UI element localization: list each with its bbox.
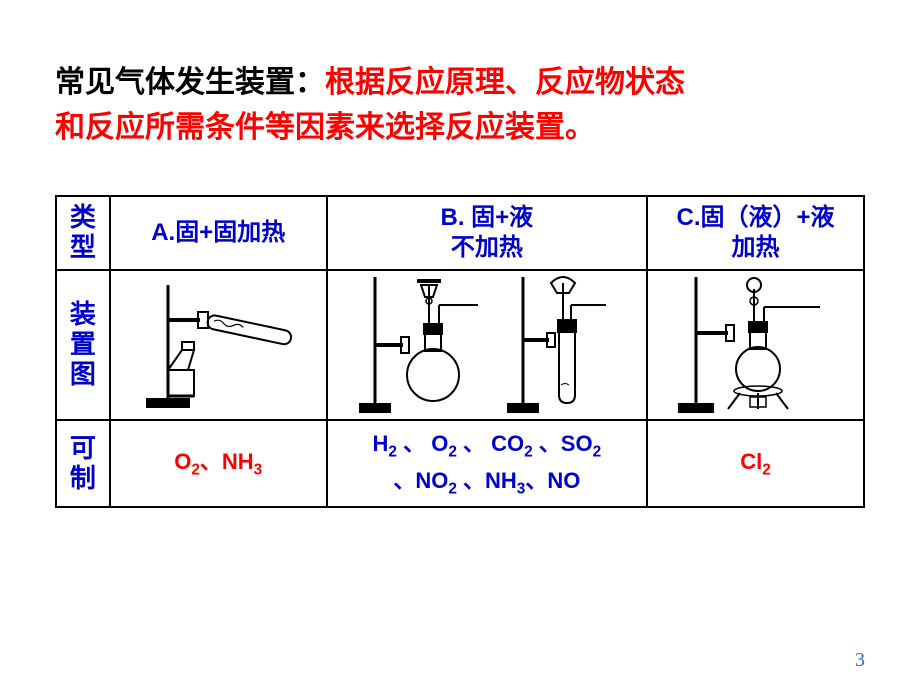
header-b-line1: B. 固+液 (440, 204, 533, 231)
diagram-cell-c (647, 270, 864, 420)
header-a: A.固+固加热 (110, 196, 327, 270)
header-b: B. 固+液 不加热 (327, 196, 647, 270)
header-c-line1: C.固（液）+液 (676, 204, 834, 231)
gases-b: H2 、 O2 、 CO2 、SO2、NO2 、NH3、NO (327, 420, 647, 507)
diagram-row: 装置图 (56, 270, 864, 420)
apparatus-flask-funnel-icon (353, 275, 493, 415)
title-red-1: 根据反应原理、反应物状态 (325, 66, 685, 99)
apparatus-table: 类型 A.固+固加热 B. 固+液 不加热 C.固（液）+液 加热 装置图 (55, 195, 865, 508)
page-number: 3 (855, 649, 865, 672)
gases-c: Cl2 (647, 420, 864, 507)
slide-title: 常见气体发生装置：根据反应原理、反应物状态 和反应所需条件等因素来选择反应装置。 (55, 60, 865, 150)
gases-row: 可制 O2、NH3 H2 、 O2 、 CO2 、SO2、NO2 、NH3、NO… (56, 420, 864, 507)
apparatus-solid-solid-heat-icon (128, 280, 308, 410)
title-red-2: 和反应所需条件等因素来选择反应装置。 (55, 111, 595, 144)
header-c-line2: 加热 (731, 234, 779, 261)
header-b-line2: 不加热 (451, 234, 523, 261)
row-label-produce: 可制 (56, 420, 110, 507)
gases-a: O2、NH3 (110, 420, 327, 507)
diagram-cell-a (110, 270, 327, 420)
title-prefix: 常见气体发生装置： (55, 66, 325, 99)
header-row: 类型 A.固+固加热 B. 固+液 不加热 C.固（液）+液 加热 (56, 196, 864, 270)
row-label-type: 类型 (56, 196, 110, 270)
apparatus-flask-heat-icon (670, 275, 840, 415)
diagram-cell-b (327, 270, 647, 420)
apparatus-tube-thistle-icon (501, 275, 621, 415)
header-c: C.固（液）+液 加热 (647, 196, 864, 270)
row-label-diagram: 装置图 (56, 270, 110, 420)
